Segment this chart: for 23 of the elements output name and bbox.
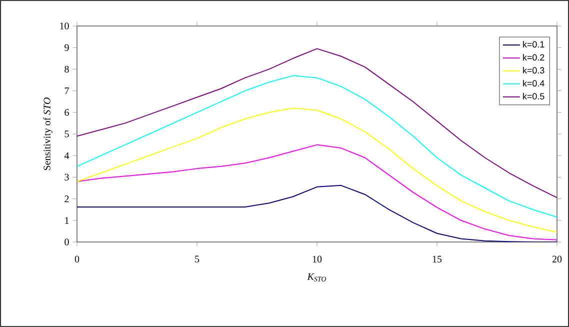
x-tick-label: 10 — [312, 256, 322, 262]
legend-label: k=0.2 — [523, 54, 544, 61]
y-tick-label: 2 — [64, 196, 69, 202]
y-tick-label: 5 — [64, 130, 69, 138]
y-tick-label: 3 — [64, 174, 69, 181]
y-tick-label: 7 — [64, 88, 69, 94]
y-tick-label: 10 — [60, 22, 69, 30]
x-tick-label: 20 — [552, 256, 562, 262]
y-axis-title: Sensitivity of STO — [43, 98, 52, 170]
legend-label: k=0.1 — [523, 40, 544, 48]
y-tick-label: 1 — [65, 217, 69, 224]
legend-label: k=0.4 — [523, 80, 544, 87]
y-tick-label: 6 — [64, 109, 69, 116]
y-tick-label: 0 — [64, 238, 69, 246]
x-tick-label: 15 — [432, 256, 442, 262]
y-tick-label: 8 — [64, 66, 69, 73]
x-axis-title: K$_{STO}$ — [307, 273, 326, 282]
y-tick-label: 4 — [64, 152, 70, 159]
legend-label: k=0.5 — [523, 92, 544, 100]
x-tick-label: 5 — [195, 256, 200, 262]
legend-label: k=0.3 — [523, 66, 544, 74]
x-tick-label: 0 — [74, 256, 80, 262]
y-tick-label: 9 — [64, 44, 69, 51]
